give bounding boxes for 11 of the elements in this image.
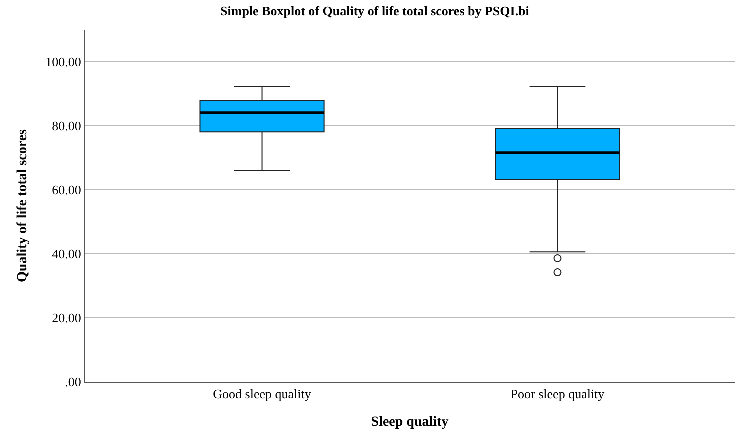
y-tick-label: 80.00	[52, 118, 82, 134]
x-axis-title: Sleep quality	[371, 414, 449, 430]
y-tick-label: 100.00	[46, 54, 82, 70]
y-tick-label: 40.00	[52, 246, 82, 262]
y-tick-label: 20.00	[52, 310, 82, 326]
chart-title: Simple Boxplot of Quality of life total scores by PSQI.bi	[220, 4, 530, 19]
x-tick-label: Good sleep quality	[213, 386, 312, 402]
y-tick-label: 60.00	[52, 182, 82, 198]
x-tick-label: Poor sleep quality	[510, 386, 606, 402]
y-tick-label: .00	[65, 374, 82, 390]
y-axis-title: Quality of life total scores	[15, 128, 30, 282]
